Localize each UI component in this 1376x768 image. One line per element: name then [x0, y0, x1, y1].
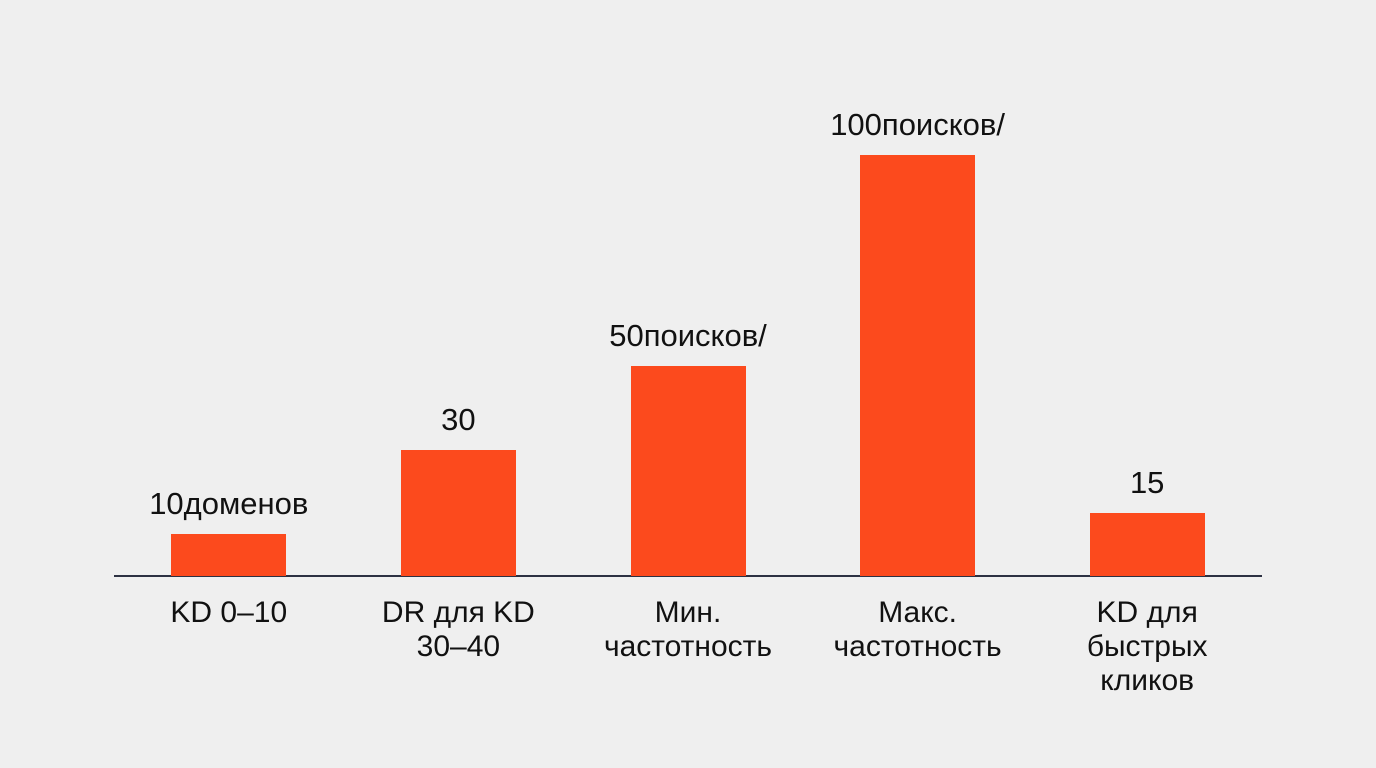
x-tick-label: KD для быстрых кликов	[1086, 596, 1208, 698]
value-label: 30	[441, 401, 476, 437]
x-tick-label: DR для KD 30–40	[381, 596, 535, 664]
value-label: 15	[1129, 464, 1165, 500]
baseline	[114, 575, 1262, 577]
bar	[171, 533, 287, 576]
bar	[1089, 512, 1205, 576]
value-label: 50поисков/	[609, 317, 767, 353]
x-tick-label: KD 0–10	[170, 596, 288, 629]
x-tick-label: Макс. частотность	[833, 596, 1002, 664]
value-label: 100поисков/	[830, 107, 1005, 142]
x-tick-label: Мин. частотность	[603, 596, 773, 664]
bar	[400, 449, 516, 576]
value-label: 10доменов	[149, 485, 309, 521]
bar	[860, 155, 976, 576]
bar	[630, 365, 746, 576]
